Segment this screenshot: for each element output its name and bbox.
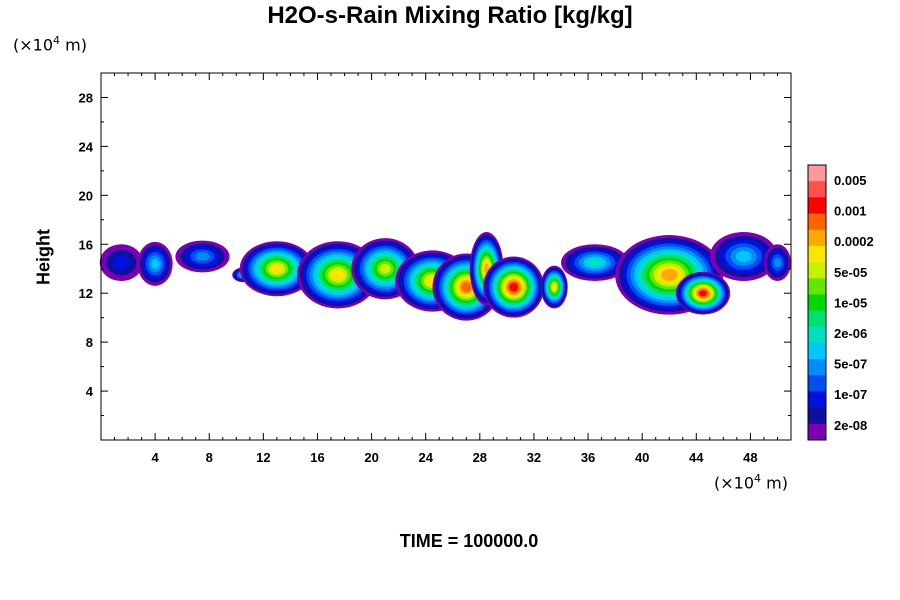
- colorbar-swatch: [808, 245, 826, 263]
- colorbar-swatch: [808, 359, 826, 376]
- colorbar: 0.005 0.001 0.0002 5e-05 1e-05 2e-06 5e-07 1e-0…: [807, 164, 874, 441]
- x-tick-label: 16: [310, 450, 324, 465]
- colorbar-swatch: [808, 278, 826, 295]
- colorbar-label: 5e-07: [834, 357, 867, 372]
- x-tick-label: 40: [635, 450, 649, 465]
- y-tick-label: 8: [86, 335, 93, 350]
- colorbar-swatch: [808, 423, 826, 441]
- x-tick-label: 44: [689, 450, 704, 465]
- plot-frame: [100, 72, 792, 441]
- colorbar-label: 0.0002: [834, 234, 874, 249]
- colorbar-swatch: [808, 294, 826, 311]
- cloud-level-10: [379, 263, 391, 274]
- x-tick-label: 28: [473, 450, 487, 465]
- x-tick-label: 4: [152, 450, 160, 465]
- cloud-cell-17: [763, 244, 791, 282]
- colorbar-label: 2e-06: [834, 326, 867, 341]
- colorbar-swatch: [808, 391, 826, 408]
- cloud-cell-16: [709, 232, 778, 281]
- y-tick-label: 20: [79, 188, 93, 203]
- cloud-cell-12: [540, 265, 568, 309]
- y-tick-label: 16: [79, 237, 93, 252]
- x-tick-label: 36: [581, 450, 595, 465]
- colorbar-swatch: [808, 165, 826, 182]
- mixing-ratio-field: [99, 232, 791, 321]
- colorbar-swatch: [808, 262, 826, 279]
- cloud-level-2: [112, 255, 130, 270]
- cloud-level-4: [773, 257, 782, 268]
- x-tick-label: 32: [527, 450, 541, 465]
- colorbar-swatch: [808, 375, 826, 392]
- cloud-cell-13: [561, 244, 629, 282]
- cloud-level-11: [271, 264, 283, 274]
- time-label: TIME = 100000.0: [399, 531, 539, 551]
- cloud-level-12: [661, 268, 678, 281]
- x-axis-unit-label: (×104 m): [714, 472, 788, 493]
- cloud-level-11: [331, 269, 345, 281]
- colorbar-label: 0.005: [834, 173, 867, 188]
- y-tick-label: 4: [86, 384, 94, 399]
- cloud-level-5: [151, 258, 160, 269]
- cloud-level-14: [699, 290, 707, 297]
- cloud-cell-5: [239, 241, 315, 297]
- colorbar-swatch: [808, 181, 826, 198]
- cloud-level-13: [461, 282, 472, 292]
- y-axis-unit-label: (×104 m): [13, 34, 87, 55]
- x-tick-label: 12: [256, 450, 270, 465]
- cloud-cell-1: [99, 244, 143, 282]
- cloud-level-6: [587, 258, 603, 267]
- colorbar-swatch: [808, 213, 826, 231]
- colorbar-label: 2e-08: [834, 418, 867, 433]
- colorbar-swatch: [808, 326, 826, 344]
- x-tick-label: 24: [418, 450, 433, 465]
- colorbar-swatch: [808, 310, 826, 328]
- cloud-cell-2: [137, 241, 173, 286]
- cloud-cell-3: [175, 240, 230, 273]
- colorbar-frame: [807, 164, 827, 441]
- colorbar-label: 5e-05: [834, 265, 867, 280]
- colorbar-label: 0.001: [834, 204, 867, 219]
- cloud-level-11: [552, 283, 557, 291]
- x-tick-label: 20: [364, 450, 378, 465]
- cloud-cell-15: [675, 271, 731, 315]
- colorbar-label: 1e-05: [834, 295, 867, 310]
- x-tick-label: 8: [206, 450, 213, 465]
- colorbar-swatch: [808, 197, 826, 214]
- x-tick-label: 48: [743, 450, 757, 465]
- cloud-level-5: [735, 250, 752, 263]
- colorbar-label: 1e-07: [834, 387, 867, 402]
- y-tick-label: 24: [79, 139, 94, 154]
- chart-title: H2O-s-Rain Mixing Ratio [kg/kg]: [267, 2, 633, 29]
- cloud-level-4: [195, 252, 210, 261]
- y-tick-label: 28: [79, 90, 93, 105]
- colorbar-swatch: [808, 342, 826, 360]
- colorbar-swatch: [808, 229, 826, 247]
- cloud-cell-11: [483, 256, 545, 318]
- colorbar-swatch: [808, 407, 826, 425]
- cloud-level-14: [509, 282, 518, 292]
- cloud-cell-10: [469, 232, 504, 306]
- y-tick-label: 12: [79, 286, 93, 301]
